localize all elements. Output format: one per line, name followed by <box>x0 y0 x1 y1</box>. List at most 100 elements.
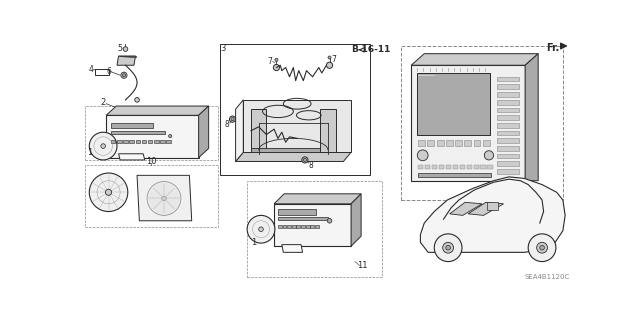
Bar <box>278 217 328 220</box>
Bar <box>411 65 525 181</box>
Circle shape <box>101 144 106 148</box>
Bar <box>306 226 310 228</box>
Bar <box>497 138 519 143</box>
Bar <box>497 131 519 135</box>
Bar <box>401 46 563 200</box>
Circle shape <box>168 135 172 137</box>
Text: 6: 6 <box>106 67 111 76</box>
Bar <box>481 165 486 169</box>
Polygon shape <box>137 175 192 221</box>
Polygon shape <box>251 109 266 152</box>
Polygon shape <box>351 194 361 246</box>
Text: 1: 1 <box>86 148 92 157</box>
Bar <box>418 165 424 169</box>
Bar <box>497 108 519 112</box>
Text: B-16-11: B-16-11 <box>351 45 390 54</box>
Bar <box>488 202 498 210</box>
Circle shape <box>231 118 234 121</box>
Bar <box>86 106 218 160</box>
Circle shape <box>162 196 166 201</box>
Bar <box>497 100 519 105</box>
Bar <box>301 226 305 228</box>
Bar <box>247 181 382 277</box>
Bar <box>154 140 159 143</box>
Bar <box>111 140 115 143</box>
Polygon shape <box>411 54 538 65</box>
Bar <box>220 44 371 175</box>
Bar <box>111 131 164 134</box>
Bar <box>497 169 519 174</box>
Bar <box>432 165 437 169</box>
Circle shape <box>259 227 263 232</box>
Circle shape <box>435 234 462 262</box>
Bar <box>497 115 519 120</box>
Text: 7: 7 <box>268 57 273 66</box>
Circle shape <box>273 64 280 70</box>
Polygon shape <box>450 202 482 215</box>
Bar <box>274 204 351 246</box>
Polygon shape <box>117 56 136 65</box>
Bar <box>283 226 287 228</box>
Circle shape <box>121 72 127 78</box>
Polygon shape <box>243 100 351 152</box>
Circle shape <box>122 74 125 77</box>
Polygon shape <box>282 245 303 252</box>
Bar <box>418 173 492 177</box>
Polygon shape <box>118 56 136 57</box>
Polygon shape <box>468 202 504 215</box>
Bar <box>497 77 519 81</box>
Bar <box>310 226 314 228</box>
Bar <box>464 140 471 146</box>
Bar <box>417 73 490 135</box>
Bar <box>129 140 134 143</box>
Polygon shape <box>106 106 209 115</box>
Polygon shape <box>198 106 209 158</box>
Polygon shape <box>118 154 145 160</box>
Circle shape <box>484 151 493 160</box>
Circle shape <box>537 242 547 253</box>
Bar <box>278 209 316 215</box>
Bar <box>497 146 519 151</box>
Text: 8: 8 <box>225 120 230 129</box>
Circle shape <box>327 219 332 223</box>
Bar <box>467 165 472 169</box>
Text: 4: 4 <box>88 64 93 74</box>
Bar <box>287 226 291 228</box>
Bar <box>123 140 128 143</box>
Text: 10: 10 <box>146 157 156 166</box>
Polygon shape <box>236 152 351 161</box>
Circle shape <box>528 234 556 262</box>
Text: 7: 7 <box>332 55 337 64</box>
Bar <box>148 140 152 143</box>
Text: SEA4B1120C: SEA4B1120C <box>524 274 570 280</box>
Bar <box>497 154 519 159</box>
Bar <box>497 123 519 128</box>
Circle shape <box>275 58 278 61</box>
Bar <box>418 140 425 146</box>
Bar <box>296 226 300 228</box>
Polygon shape <box>320 109 336 152</box>
Bar <box>141 140 147 143</box>
Circle shape <box>446 245 451 250</box>
Polygon shape <box>236 100 243 161</box>
Text: 3: 3 <box>220 44 225 53</box>
Circle shape <box>106 189 111 195</box>
Bar <box>166 140 171 143</box>
Bar <box>452 165 458 169</box>
Bar <box>474 165 479 169</box>
Bar <box>436 140 444 146</box>
Bar <box>439 165 444 169</box>
Circle shape <box>326 62 333 68</box>
Text: 5: 5 <box>118 44 122 53</box>
Bar <box>497 85 519 89</box>
Bar <box>428 140 435 146</box>
Bar <box>446 140 452 146</box>
Bar <box>86 165 218 227</box>
Circle shape <box>90 132 117 160</box>
Text: 11: 11 <box>357 261 368 270</box>
Bar <box>425 165 431 169</box>
Bar <box>446 165 451 169</box>
Bar <box>111 123 153 128</box>
Bar <box>497 161 519 166</box>
Polygon shape <box>525 54 538 181</box>
